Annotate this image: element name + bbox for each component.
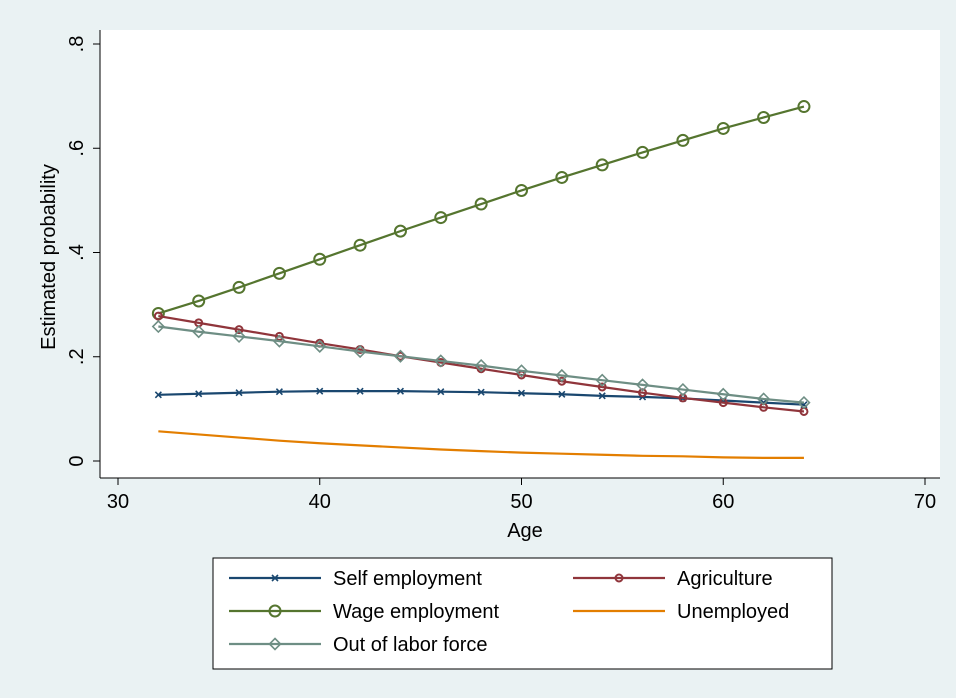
data-point [192,325,206,339]
data-point [477,388,485,396]
series-4 [151,319,811,410]
x-tick-label: 30 [107,491,129,513]
data-point [636,145,650,159]
data-point [272,266,286,280]
data-point [676,382,690,397]
series-line [158,315,805,413]
legend-label: Agriculture [677,568,773,590]
data-point [437,388,445,396]
data-point [756,392,771,406]
legend-label: Self employment [333,568,482,590]
legend-label: Wage employment [333,601,499,623]
data-point [555,170,569,184]
x-tick-label: 40 [309,491,331,513]
data-point [274,331,284,341]
data-point [153,311,163,321]
legend-swatch-marker [268,604,282,618]
data-point [272,334,287,348]
x-tick-label: 50 [510,491,532,513]
data-point [595,158,609,172]
data-point [151,319,165,334]
data-point [597,382,607,392]
data-point [316,387,324,395]
data-point [313,339,327,353]
legend-swatch-marker [271,574,279,582]
x-tick-label: 60 [712,491,734,513]
plot-area [100,30,940,478]
data-point [555,368,569,383]
data-point [797,100,811,114]
data-point [235,389,243,397]
legend-swatch-marker [268,637,282,651]
y-tick-label: .4 [66,244,88,261]
data-point [757,110,771,124]
data-point [353,344,367,359]
legend-item: Self employment [229,568,482,590]
data-point [517,389,526,397]
data-point [232,280,246,294]
series-line [158,430,804,459]
data-point [635,378,650,392]
y-tick-label: .8 [66,36,88,53]
y-tick-label: 0 [66,455,88,466]
data-point [638,388,648,398]
data-point [396,387,405,395]
data-point [393,224,407,238]
data-point [192,294,206,308]
series-line [158,325,805,404]
legend-label: Out of labor force [333,634,488,656]
legend-items: Self employment Agriculture Wage employmen… [229,568,789,656]
x-axis-label: Age [507,520,543,542]
series-2 [151,100,811,320]
legend-item: Out of labor force [229,634,488,656]
data-point [514,364,529,378]
data-point [353,238,367,252]
data-point [557,376,567,386]
data-point [716,121,730,135]
data-point [676,133,690,147]
data-point [232,329,246,344]
legend-item: Agriculture [573,568,773,590]
data-point [434,211,448,225]
series-layer [151,100,811,459]
data-point [154,391,162,399]
data-point [356,387,364,395]
data-point [195,390,203,398]
axes: 30 40 50 60 70 0 .2 .4 .6 .8 [66,30,940,513]
data-point [716,387,730,401]
data-point [474,197,488,211]
data-point [558,390,566,398]
y-tick-label: .6 [66,140,88,157]
data-point [393,349,408,363]
data-point [598,392,606,400]
legend-swatch-marker [614,573,624,583]
data-point [515,183,528,197]
data-point [797,395,811,410]
x-tick-label: 70 [914,491,936,513]
data-point [434,354,448,368]
legend-item: Unemployed [573,601,789,623]
legend-item: Wage employment [229,601,499,623]
legend: Self employment Agriculture Wage employmen… [212,557,833,670]
legend-box [212,557,833,670]
data-point [474,358,488,373]
legend-label: Unemployed [677,601,789,623]
data-point [313,252,327,266]
data-point [275,388,283,396]
series-3 [158,430,804,459]
series-line [158,105,805,315]
y-tick-label: .2 [66,348,88,365]
y-axis-label: Estimated probability [38,164,60,350]
data-point [595,373,609,387]
data-point [234,325,244,335]
